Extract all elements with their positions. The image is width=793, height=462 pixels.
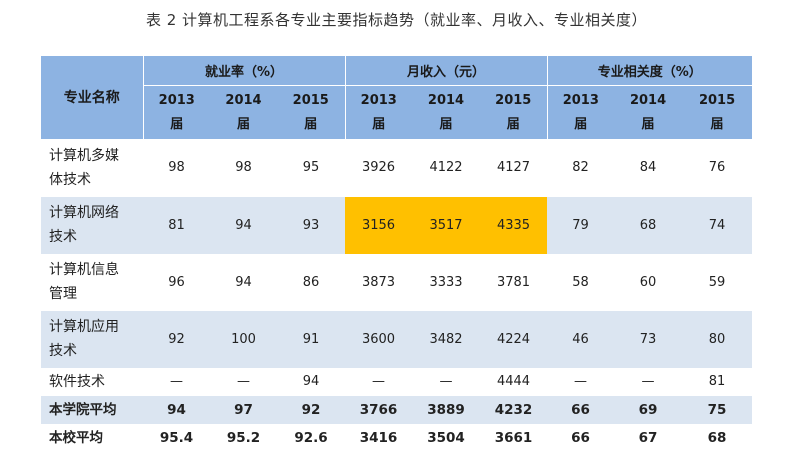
table-cell: 76: [682, 139, 753, 197]
table-cell: 91: [277, 310, 345, 368]
row-name: 计算机多媒 体技术: [41, 139, 143, 197]
table-cell: 3416: [345, 423, 412, 452]
table-cell-highlighted: 3156: [345, 196, 412, 254]
table-cell: 95: [277, 139, 345, 197]
table-cell: 69: [614, 395, 683, 424]
table-row-school-average: 本校平均 95.4 95.2 92.6 3416 3504 3661 66 67…: [41, 423, 753, 452]
table-cell: 60: [614, 253, 683, 311]
table-cell: 3889: [412, 395, 480, 424]
header-group-income: 月收入（元）: [344, 56, 548, 86]
table-row: 计算机多媒 体技术 98 98 95 3926 4122 4127 82 84 7…: [41, 139, 753, 197]
header-year: 2014 届: [210, 85, 277, 139]
table-cell: —: [412, 367, 480, 396]
table-cell: 3873: [345, 253, 412, 311]
table-cell: 94: [143, 395, 210, 424]
table-row: 计算机信息 管理 96 94 86 3873 3333 3781 58 60 59: [41, 253, 753, 311]
header-group-relevance: 专业相关度（%）: [546, 56, 753, 86]
table-cell: 68: [682, 423, 753, 452]
table-cell: —: [614, 367, 683, 396]
row-name: 计算机网络 技术: [41, 196, 143, 254]
table-cell: 92: [277, 395, 345, 424]
table-cell: 59: [682, 253, 753, 311]
header-year: 2013 届: [142, 85, 210, 139]
table-cell: 80: [682, 310, 753, 368]
row-name: 本校平均: [41, 423, 143, 452]
table-cell: 93: [277, 196, 345, 254]
header-year: 2013 届: [546, 85, 615, 139]
table-cell: —: [547, 367, 615, 396]
table-cell: 95.2: [210, 423, 277, 452]
header-year: 2015 届: [480, 85, 548, 139]
table-row: 计算机应用 技术 92 100 91 3600 3482 4224 46 73 8…: [41, 310, 753, 368]
table-cell: 73: [614, 310, 683, 368]
table-cell: 94: [210, 253, 277, 311]
table-cell: 100: [210, 310, 277, 368]
table-cell: 4127: [480, 139, 548, 197]
table-cell: 94: [277, 367, 345, 396]
table-cell: 95.4: [143, 423, 210, 452]
table-cell: 46: [547, 310, 615, 368]
table-cell: 3766: [345, 395, 412, 424]
table-cell: 94: [210, 196, 277, 254]
table-cell: 84: [614, 139, 683, 197]
header-row-groups: 专业名称 就业率（%） 月收入（元） 专业相关度（%）: [41, 56, 753, 140]
table-cell: 58: [547, 253, 615, 311]
header-year: 2014 届: [412, 85, 480, 139]
table-cell: 3482: [412, 310, 480, 368]
table-cell: 66: [547, 395, 615, 424]
indicator-table: 专业名称 就业率（%） 月收入（元） 专业相关度（%） 2013 届 2014 届 …: [41, 56, 753, 452]
row-name: 计算机信息 管理: [41, 253, 143, 311]
table-cell: 81: [143, 196, 210, 254]
table-cell: 98: [210, 139, 277, 197]
table-cell: 79: [547, 196, 615, 254]
header-row-years: 2013 届 2014 届 2015 届 2013 届 2014 届 2015 届 2013…: [41, 85, 753, 139]
table-cell: 75: [682, 395, 753, 424]
table-row: 软件技术 — — 94 — — 4444 — — 81: [41, 367, 753, 396]
table-cell: 4444: [480, 367, 548, 396]
table-cell: 98: [143, 139, 210, 197]
header-year: 2014 届: [614, 85, 683, 139]
table-cell: 68: [614, 196, 683, 254]
header-group-employment: 就业率（%）: [142, 56, 345, 86]
table-cell: 4122: [412, 139, 480, 197]
table-cell-highlighted: 4335: [480, 196, 548, 254]
table-cell: 4224: [480, 310, 548, 368]
table-cell: 74: [682, 196, 753, 254]
table-cell: 92.6: [277, 423, 345, 452]
row-name: 软件技术: [41, 367, 143, 396]
table-row: 计算机网络 技术 81 94 93 3156 3517 4335 79 68 74: [41, 196, 753, 254]
table-cell: 3504: [412, 423, 480, 452]
header-year: 2013 届: [344, 85, 412, 139]
table-cell: —: [345, 367, 412, 396]
row-name: 计算机应用 技术: [41, 310, 143, 368]
header-year: 2015 届: [277, 85, 345, 139]
table-title: 表 2 计算机工程系各专业主要指标趋势（就业率、月收入、专业相关度）: [145, 11, 648, 29]
row-name: 本学院平均: [41, 395, 143, 424]
table-cell: 3781: [480, 253, 548, 311]
table-cell: 66: [547, 423, 615, 452]
header-year: 2015 届: [682, 85, 753, 139]
table-cell: 86: [277, 253, 345, 311]
table-cell: 3926: [345, 139, 412, 197]
table-cell: 4232: [480, 395, 548, 424]
table-cell: 82: [547, 139, 615, 197]
table-row-college-average: 本学院平均 94 97 92 3766 3889 4232 66 69 75: [41, 395, 753, 424]
header-name-col: 专业名称: [41, 56, 143, 140]
table-cell: 92: [143, 310, 210, 368]
table-cell: 96: [143, 253, 210, 311]
table-cell: 3600: [345, 310, 412, 368]
table-cell: 81: [682, 367, 753, 396]
table-cell: —: [143, 367, 210, 396]
table-cell-highlighted: 3517: [412, 196, 480, 254]
table-cell: 3333: [412, 253, 480, 311]
table-cell: 97: [210, 395, 277, 424]
table-cell: 3661: [480, 423, 548, 452]
table-cell: 67: [614, 423, 683, 452]
table-cell: —: [210, 367, 277, 396]
